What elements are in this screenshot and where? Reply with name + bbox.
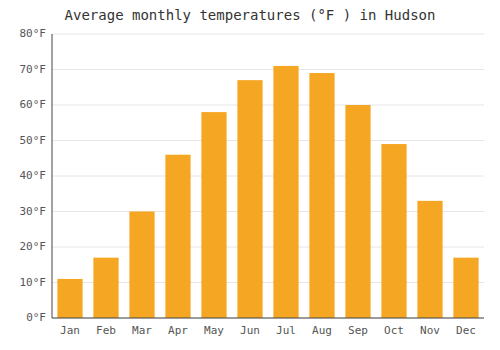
- chart-container: Average monthly temperatures (°F ) in Hu…: [0, 0, 500, 350]
- bar: [237, 80, 262, 318]
- x-tick-label: Feb: [96, 324, 116, 337]
- grid-line: [52, 34, 484, 35]
- x-tick-label: May: [204, 324, 224, 337]
- bar: [165, 155, 190, 318]
- x-tick-labels: Jan Feb Mar Apr May Jun Jul Aug Sep Oct Nov Dec: [60, 324, 476, 337]
- bar: [129, 212, 154, 319]
- y-tick-label: 70°F: [20, 63, 47, 76]
- x-tick-label: Jun: [240, 324, 260, 337]
- y-tick-label: 20°F: [20, 240, 47, 253]
- grid-line: [52, 140, 484, 141]
- bar: [309, 73, 334, 318]
- y-tick-label: 40°F: [20, 169, 47, 182]
- y-tick-label: 30°F: [20, 205, 47, 218]
- y-grid: [52, 34, 484, 318]
- grid-line: [52, 318, 484, 319]
- x-tick-label: Sep: [348, 324, 368, 337]
- grid-line: [52, 69, 484, 70]
- grid-line: [52, 105, 484, 106]
- bar: [381, 144, 406, 318]
- bar: [345, 105, 370, 318]
- bar: [417, 201, 442, 318]
- y-tick-label: 80°F: [20, 27, 47, 40]
- x-tick-label: Apr: [168, 324, 188, 337]
- x-tick-label: Jan: [60, 324, 80, 337]
- bar: [453, 258, 478, 318]
- y-tick-label: 0°F: [26, 311, 46, 324]
- x-tick-label: Nov: [420, 324, 440, 337]
- bar: [57, 279, 82, 318]
- x-tick-label: Dec: [456, 324, 476, 337]
- bar: [201, 112, 226, 318]
- y-tick-label: 60°F: [20, 98, 47, 111]
- bar: [93, 258, 118, 318]
- y-tick-labels: 0°F 10°F 20°F 30°F 40°F 50°F 60°F 70°F 80°F: [20, 27, 47, 324]
- bar: [273, 66, 298, 318]
- bars: [57, 66, 478, 318]
- y-tick-label: 50°F: [20, 134, 47, 147]
- x-tick-label: Aug: [312, 324, 332, 337]
- x-axis-line: [52, 318, 484, 319]
- chart-svg: Average monthly temperatures (°F ) in Hu…: [0, 0, 500, 350]
- y-axis-line: [52, 34, 53, 318]
- y-tick-label: 10°F: [20, 276, 47, 289]
- x-tick-label: Oct: [384, 324, 404, 337]
- x-tick-label: Mar: [132, 324, 152, 337]
- x-tick-label: Jul: [276, 324, 296, 337]
- chart-title: Average monthly temperatures (°F ) in Hu…: [65, 7, 436, 23]
- grid-line: [52, 176, 484, 177]
